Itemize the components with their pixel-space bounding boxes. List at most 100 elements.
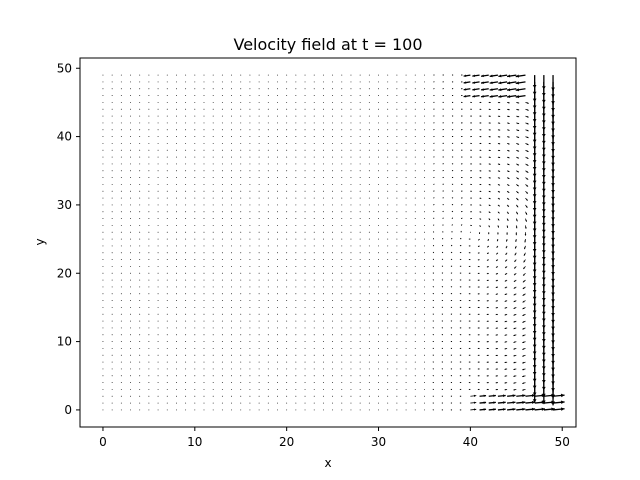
- velocity-arrow: [488, 108, 491, 110]
- velocity-arrow: [212, 388, 214, 390]
- velocity-arrow: [185, 108, 187, 110]
- velocity-arrow: [414, 170, 416, 172]
- velocity-arrow: [267, 402, 269, 404]
- velocity-arrow: [387, 341, 389, 343]
- velocity-arrow: [231, 279, 233, 281]
- velocity-arrow: [139, 88, 141, 90]
- velocity-arrow: [194, 136, 196, 138]
- velocity-arrow: [130, 382, 131, 384]
- velocity-arrow: [423, 354, 425, 356]
- velocity-arrow: [332, 177, 334, 179]
- velocity-arrow: [350, 361, 352, 363]
- velocity-arrow: [313, 402, 315, 404]
- velocity-arrow: [405, 327, 407, 329]
- velocity-arrow: [359, 224, 361, 226]
- velocity-arrow: [525, 149, 529, 153]
- velocity-arrow: [341, 197, 343, 199]
- velocity-arrow: [139, 327, 141, 329]
- velocity-arrow: [463, 81, 471, 84]
- velocity-arrow: [477, 361, 480, 363]
- velocity-arrow: [111, 320, 113, 322]
- velocity-arrow: [359, 163, 361, 165]
- velocity-arrow: [525, 204, 528, 208]
- velocity-arrow: [194, 375, 196, 377]
- velocity-arrow: [332, 286, 334, 288]
- velocity-arrow: [286, 197, 288, 199]
- velocity-arrow: [102, 368, 104, 370]
- velocity-arrow: [240, 375, 242, 377]
- velocity-arrow: [504, 327, 508, 330]
- velocity-arrow: [322, 259, 324, 261]
- velocity-arrow: [221, 183, 223, 185]
- velocity-arrow: [522, 286, 526, 290]
- velocity-arrow: [486, 368, 489, 370]
- velocity-arrow: [387, 259, 389, 261]
- velocity-arrow: [231, 122, 233, 124]
- velocity-arrow: [405, 129, 407, 131]
- velocity-arrow: [212, 259, 214, 261]
- velocity-arrow: [441, 334, 444, 336]
- velocity-arrow: [470, 183, 472, 186]
- velocity-arrow: [304, 149, 306, 151]
- velocity-arrow: [322, 293, 324, 295]
- velocity-arrow: [497, 184, 501, 186]
- velocity-arrow: [461, 74, 463, 76]
- velocity-arrow: [120, 265, 122, 267]
- velocity-arrow: [304, 183, 306, 185]
- velocity-arrow: [304, 300, 306, 302]
- velocity-arrow: [249, 156, 251, 158]
- velocity-arrow: [461, 108, 463, 110]
- velocity-arrow: [231, 361, 233, 363]
- velocity-arrow: [387, 252, 389, 254]
- velocity-arrow: [423, 122, 425, 124]
- velocity-arrow: [497, 115, 501, 117]
- velocity-arrow: [396, 142, 398, 144]
- velocity-arrow: [451, 210, 454, 213]
- velocity-arrow: [414, 409, 416, 411]
- velocity-arrow: [139, 115, 141, 117]
- velocity-arrow: [175, 306, 177, 308]
- velocity-arrow: [451, 170, 454, 172]
- velocity-arrow: [221, 95, 223, 97]
- velocity-arrow: [542, 75, 546, 90]
- velocity-arrow: [221, 313, 223, 315]
- velocity-arrow: [459, 251, 462, 254]
- velocity-arrow: [359, 81, 361, 83]
- velocity-arrow: [350, 224, 352, 226]
- velocity-arrow: [102, 108, 104, 110]
- velocity-arrow: [359, 327, 361, 329]
- velocity-arrow: [313, 320, 315, 322]
- velocity-arrow: [504, 382, 508, 384]
- velocity-arrow: [468, 375, 471, 377]
- velocity-arrow: [486, 259, 489, 261]
- velocity-arrow: [249, 101, 251, 103]
- velocity-arrow: [423, 81, 425, 83]
- velocity-arrow: [461, 115, 463, 117]
- velocity-arrow: [304, 354, 306, 356]
- velocity-arrow: [442, 210, 444, 213]
- velocity-arrow: [102, 313, 104, 315]
- velocity-arrow: [258, 286, 260, 288]
- velocity-arrow: [277, 306, 278, 308]
- velocity-arrow: [405, 142, 407, 144]
- y-tick-label: 20: [57, 266, 72, 280]
- velocity-arrow: [111, 300, 113, 302]
- velocity-arrow: [203, 108, 205, 110]
- velocity-arrow: [111, 115, 113, 117]
- velocity-arrow: [286, 265, 288, 267]
- velocity-arrow: [240, 368, 242, 370]
- velocity-arrow: [359, 347, 361, 349]
- velocity-arrow: [441, 409, 443, 411]
- velocity-arrow: [350, 108, 352, 110]
- velocity-arrow: [240, 149, 242, 151]
- velocity-arrow: [350, 115, 352, 117]
- velocity-arrow: [495, 334, 499, 336]
- velocity-arrow: [387, 81, 389, 83]
- velocity-arrow: [479, 204, 482, 206]
- velocity-arrow: [359, 74, 361, 76]
- velocity-arrow: [130, 279, 131, 281]
- velocity-arrow: [148, 327, 150, 329]
- velocity-arrow: [212, 361, 214, 363]
- velocity-arrow: [414, 136, 416, 138]
- velocity-arrow: [258, 190, 260, 192]
